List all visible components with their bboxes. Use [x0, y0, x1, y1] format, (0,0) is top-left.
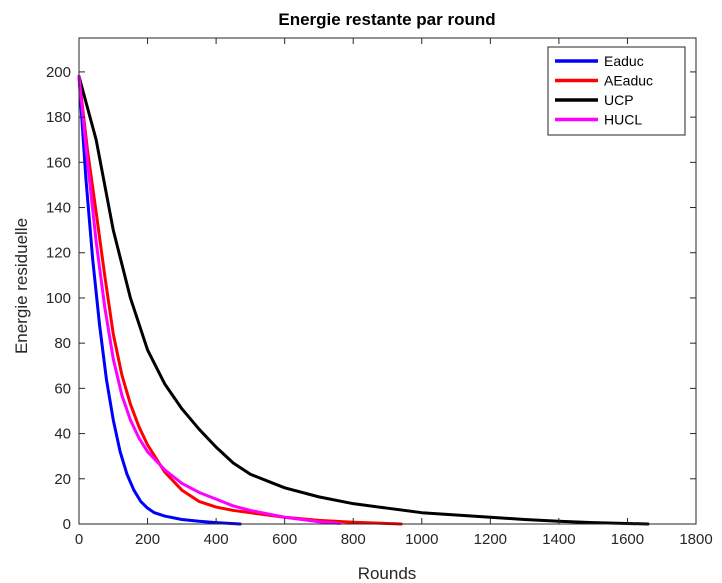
legend: Eaduc AEaduc UCP HUCL — [547, 46, 686, 136]
y-tick-label: 180 — [46, 109, 71, 126]
series-line-hucl — [77, 74, 342, 525]
series-group — [77, 74, 650, 526]
x-tick-label: 0 — [75, 531, 83, 548]
y-tick-label: 60 — [54, 380, 71, 397]
y-axis-label: Energie residuelle — [12, 218, 31, 354]
y-tick-label: 80 — [54, 335, 71, 352]
x-tick-label: 1600 — [611, 531, 644, 548]
x-tick-label: 200 — [135, 531, 160, 548]
series-line-eaduc — [77, 74, 242, 526]
legend-label-hucl: HUCL — [604, 112, 642, 128]
y-tick-label: 20 — [54, 471, 71, 488]
y-tick-label: 40 — [54, 426, 71, 443]
y-tick-label: 200 — [46, 64, 71, 81]
series-line-ucp — [77, 74, 650, 526]
x-tick-label: 1400 — [542, 531, 575, 548]
x-axis-label: Rounds — [358, 564, 417, 583]
x-tick-label: 800 — [341, 531, 366, 548]
legend-label-ucp: UCP — [604, 92, 634, 108]
y-tick-label: 120 — [46, 245, 71, 262]
y-tick-label: 160 — [46, 154, 71, 171]
chart-title: Energie restante par round — [278, 10, 495, 29]
legend-label-eaduc: Eaduc — [604, 53, 644, 69]
y-tick-label: 140 — [46, 200, 71, 217]
x-tick-label: 1800 — [679, 531, 712, 548]
legend-label-aeaduc: AEaduc — [604, 73, 653, 89]
axes-box — [78, 37, 697, 525]
axes-group: 0 200 400 600 800 1000 1200 1400 1600 1800 0 20 40 60… — [46, 37, 713, 548]
x-tick-label: 1000 — [405, 531, 438, 548]
x-tick-label: 600 — [272, 531, 297, 548]
y-tick-label: 0 — [63, 516, 71, 533]
x-tick-label: 1200 — [474, 531, 507, 548]
y-tick-label: 100 — [46, 290, 71, 307]
x-tick-label: 400 — [204, 531, 229, 548]
